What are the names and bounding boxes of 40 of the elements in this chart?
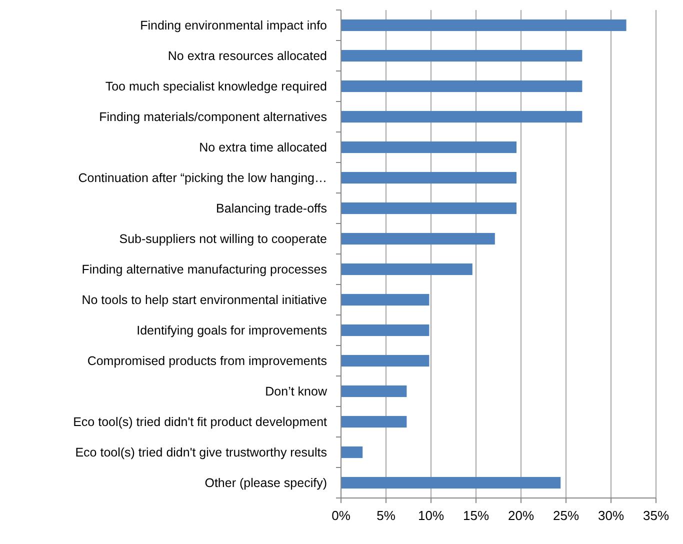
y-tick-label: No extra resources allocated: [168, 49, 328, 64]
bar: [341, 354, 430, 367]
bar: [341, 446, 363, 458]
bar: [341, 141, 516, 154]
bar: [341, 80, 582, 92]
y-tick-label: No extra time allocated: [199, 140, 328, 155]
y-tick-label: Finding alternative manufacturing processes: [82, 262, 327, 277]
y-tick-label: Balancing trade-offs: [216, 202, 327, 216]
y-tick-label: Compromised products from improvements: [87, 354, 327, 368]
bar: [341, 172, 516, 184]
bar: [341, 110, 582, 123]
y-tick-label: Eco tool(s) tried didn't give trustworthy results: [75, 446, 327, 460]
x-tick-label: 15%: [462, 508, 490, 523]
y-tick-label: No tools to help start environmental initiative: [82, 293, 328, 308]
y-tick-label: Identifying goals for improvements: [136, 324, 327, 338]
bar: [341, 385, 407, 398]
y-tick-label: Too much specialist knowledge required: [105, 80, 328, 94]
y-tick-label: Continuation after “picking the low hanging…: [78, 171, 327, 186]
x-tick-label: 0%: [332, 508, 351, 523]
bar: [341, 263, 472, 276]
x-tick-label: 5%: [376, 508, 396, 523]
x-tick-label: 35%: [642, 508, 670, 523]
y-tick-label: Eco tool(s) tried didn't fit product development: [73, 415, 328, 430]
y-tick-label: Other (please specify): [204, 476, 327, 490]
y-tick-label: Finding environmental impact info: [140, 18, 328, 33]
y-tick-label: Finding materials/component alternatives: [99, 110, 327, 124]
bar: [341, 416, 407, 428]
y-tick-label: Sub-suppliers not willing to cooperate: [119, 232, 328, 246]
y-tick-label: Don’t know: [265, 384, 328, 399]
bar: [341, 294, 430, 306]
bar: [341, 50, 582, 62]
x-tick-label: 20%: [508, 508, 534, 523]
bar: [341, 324, 430, 336]
x-tick-label: 30%: [598, 508, 624, 523]
bar: [341, 19, 626, 32]
x-tick-label: 10%: [418, 508, 444, 523]
bar: [341, 476, 561, 489]
bar: [341, 202, 516, 214]
x-tick-label: 25%: [552, 508, 580, 523]
bar: [341, 232, 495, 245]
